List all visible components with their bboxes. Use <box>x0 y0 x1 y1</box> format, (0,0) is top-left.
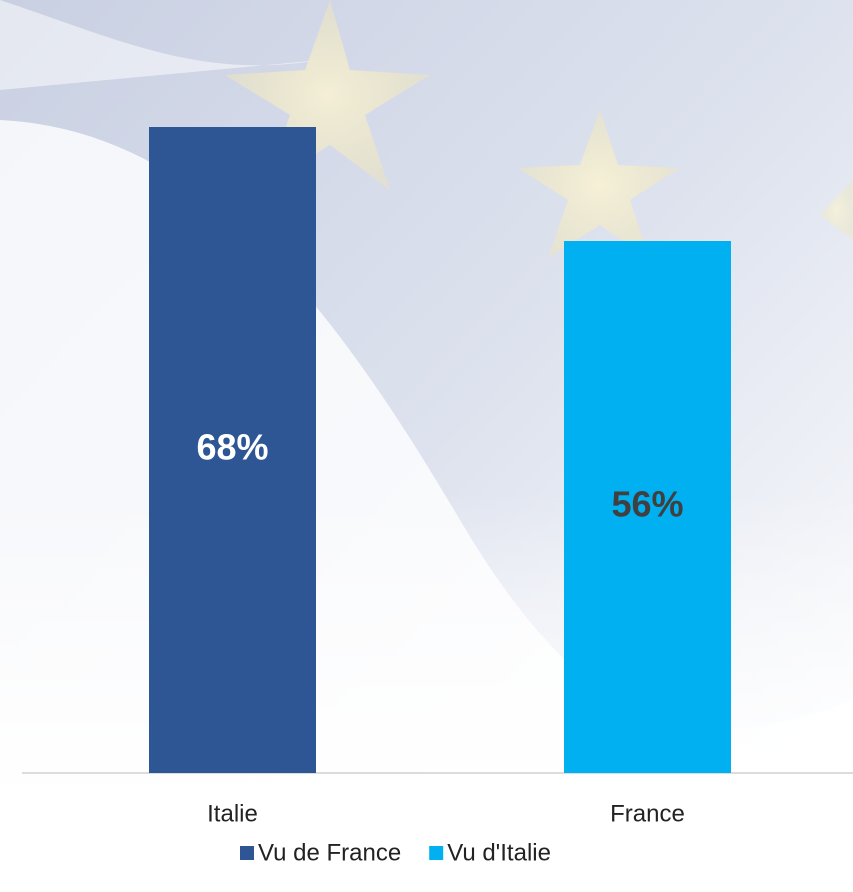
bar <box>564 241 731 773</box>
x-tick-label: France <box>610 800 685 827</box>
value-label: 56% <box>611 484 683 525</box>
legend-label: Vu de France <box>258 839 401 866</box>
legend-swatch <box>429 846 444 860</box>
legend-swatch <box>240 846 254 860</box>
bar <box>149 127 316 773</box>
x-tick-label: Italie <box>207 800 258 827</box>
value-label: 68% <box>196 427 268 468</box>
legend-label: Vu d'Italie <box>447 839 551 866</box>
